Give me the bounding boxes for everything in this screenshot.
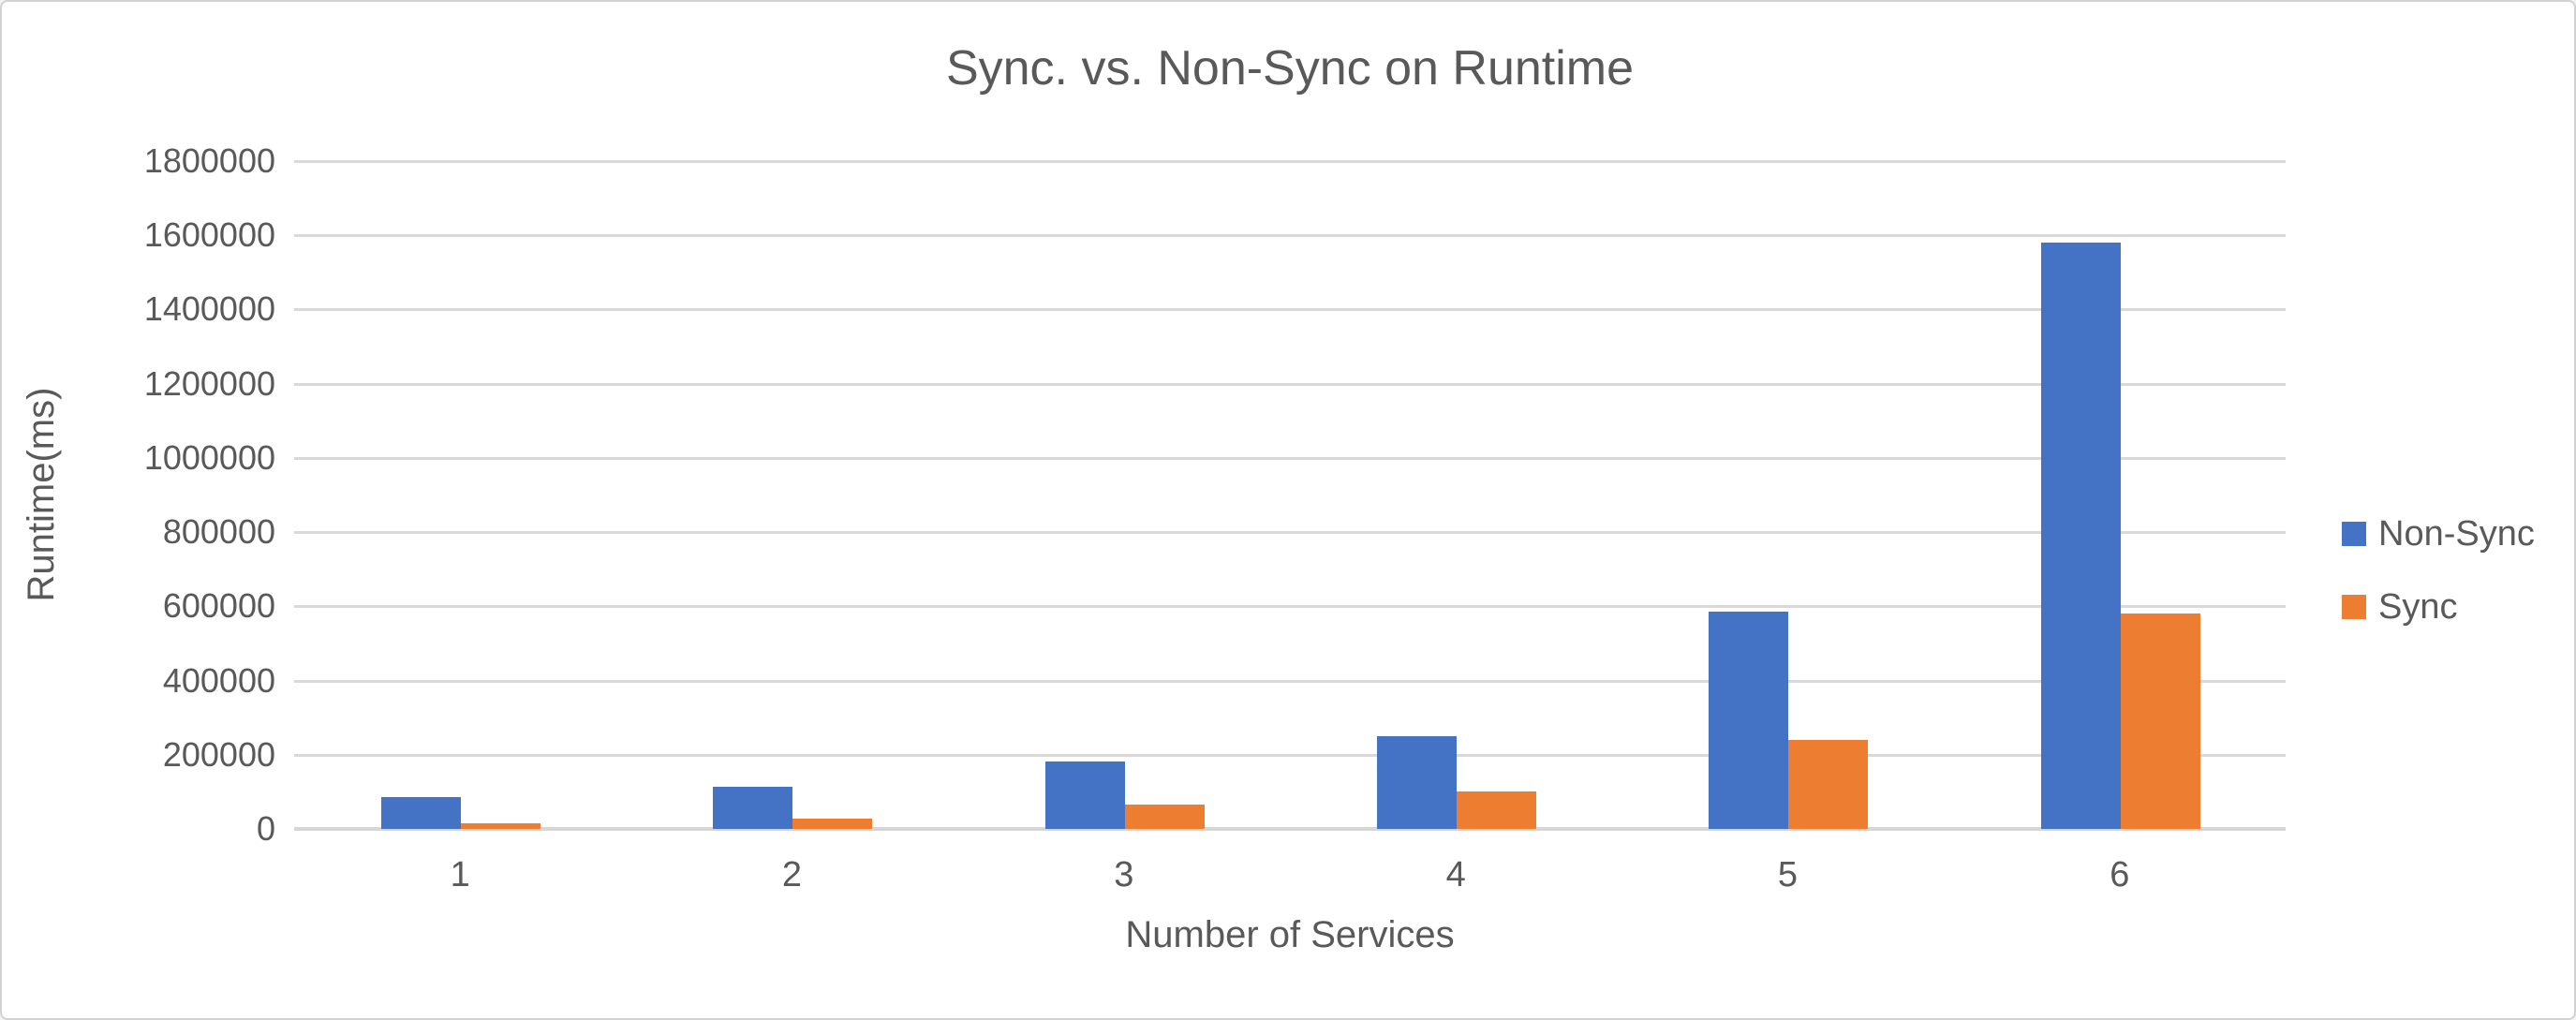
legend: Non-Sync Sync: [2342, 512, 2574, 658]
y-axis-tick-label: 1000000: [143, 437, 275, 477]
x-axis-tick-label: 1: [450, 855, 470, 894]
legend-label: Sync: [2378, 587, 2458, 627]
legend-item-non-sync: Non-Sync: [2342, 512, 2574, 555]
bar-sync-6: [2120, 613, 2200, 829]
y-axis-tick-label: 400000: [162, 660, 275, 700]
legend-swatch-icon: [2342, 522, 2366, 546]
gridline: [294, 160, 2286, 163]
gridline: [294, 234, 2286, 238]
bar-non-sync-6: [2040, 243, 2121, 829]
chart-title: Sync. vs. Non-Sync on Runtime: [945, 41, 1635, 96]
bar-non-sync-2: [713, 787, 793, 829]
x-axis-title: Number of Services: [1125, 914, 1455, 955]
bar-non-sync-3: [1044, 761, 1125, 829]
gridline: [294, 679, 2286, 683]
bar-sync-5: [1788, 740, 1869, 829]
x-axis-line: [294, 827, 2286, 831]
bar-sync-3: [1124, 805, 1205, 829]
y-axis-tick-label: 800000: [162, 512, 275, 552]
y-axis-tick-label: 200000: [162, 734, 275, 774]
bar-non-sync-1: [381, 797, 461, 829]
y-axis-tick-label: 1200000: [143, 363, 275, 403]
gridline: [294, 753, 2286, 757]
x-axis-tick-label: 5: [1777, 855, 1799, 894]
gridline: [294, 605, 2286, 609]
gridline: [294, 531, 2286, 535]
legend-item-sync: Sync: [2342, 585, 2574, 628]
gridline: [294, 456, 2286, 460]
x-axis-tick-label: 4: [1445, 855, 1466, 894]
legend-swatch-icon: [2342, 595, 2366, 619]
bar-sync-2: [792, 819, 873, 829]
bar-sync-1: [461, 823, 540, 829]
legend-label: Non-Sync: [2378, 514, 2535, 554]
gridline: [294, 308, 2286, 312]
plot-area: [294, 160, 2286, 831]
bar-non-sync-5: [1709, 612, 1789, 829]
x-axis-tick-label: 6: [2110, 855, 2130, 894]
bar-sync-4: [1457, 791, 1536, 829]
gridline: [294, 382, 2286, 386]
bar-non-sync-4: [1377, 736, 1457, 829]
x-axis-tick-label: 2: [781, 855, 803, 894]
x-axis-tick-label: 3: [1114, 855, 1134, 894]
y-axis-tick-label: 1600000: [143, 215, 275, 255]
y-axis-tick-label: 0: [256, 809, 275, 848]
y-axis-tick-label: 600000: [162, 586, 275, 626]
y-axis-tick-label: 1400000: [143, 289, 275, 329]
y-axis-tick-label: 1800000: [143, 141, 275, 180]
